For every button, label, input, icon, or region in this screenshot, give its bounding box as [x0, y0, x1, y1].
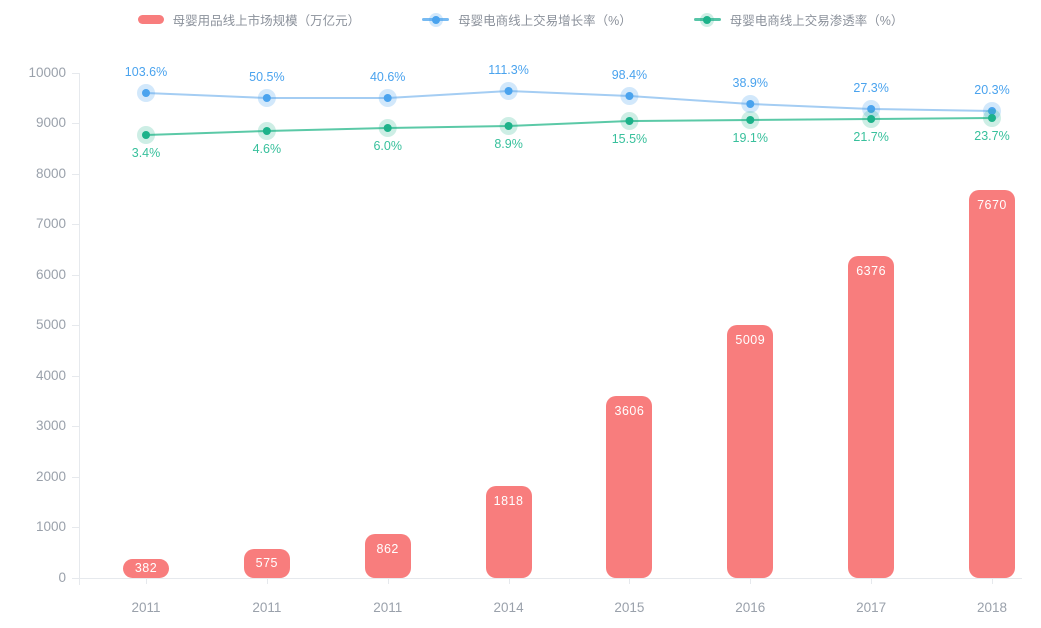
- x-axis-label: 2018: [976, 600, 1008, 615]
- x-axis-tick: [750, 578, 752, 584]
- growth-rate-point[interactable]: [142, 89, 150, 97]
- y-axis-label: 9000: [35, 115, 66, 131]
- legend-item-penetration-rate[interactable]: 母婴电商线上交易渗透率（%）: [693, 10, 904, 29]
- x-axis-label: 2017: [856, 600, 887, 615]
- growth-rate-point[interactable]: [746, 100, 755, 108]
- penetration-rate-label: 3.4%: [131, 146, 161, 160]
- growth-rate-point[interactable]: [625, 92, 634, 100]
- market-size-bar[interactable]: 6376: [848, 255, 895, 578]
- x-axis-tick: [387, 578, 389, 584]
- x-axis-line: [79, 578, 1022, 579]
- y-axis-label: 0: [58, 570, 66, 585]
- bar-value-label: 1818: [493, 494, 524, 509]
- y-axis-tick: [72, 578, 79, 579]
- growth-rate-label: 103.6%: [124, 65, 168, 79]
- penetration-rate-point[interactable]: [625, 117, 634, 125]
- y-axis-line: [79, 72, 80, 585]
- market-size-bar[interactable]: 3606: [606, 395, 653, 578]
- y-axis-label: 8000: [35, 165, 66, 181]
- legend-label-penetration-rate: 母婴电商线上交易渗透率（%）: [729, 14, 904, 28]
- growth-rate-point[interactable]: [262, 94, 271, 102]
- y-axis-tick: [72, 527, 79, 529]
- bar-value-label: 6376: [856, 263, 887, 278]
- penetration-rate-point[interactable]: [142, 131, 150, 139]
- bar-value-label: 3606: [614, 403, 645, 418]
- market-size-bar[interactable]: 1818: [485, 486, 532, 578]
- penetration-rate-label: 15.5%: [611, 132, 648, 146]
- legend-item-growth-rate[interactable]: 母婴电商线上交易增长率（%）: [422, 10, 632, 29]
- x-axis-tick: [991, 578, 993, 584]
- penetration-rate-point[interactable]: [383, 124, 392, 132]
- growth-rate-label: 50.5%: [249, 70, 285, 84]
- bar-series-marker-icon: [137, 15, 164, 24]
- penetration-rate-label: 23.7%: [974, 129, 1010, 143]
- x-axis-label: 2011: [131, 600, 161, 615]
- x-axis-tick: [871, 578, 873, 584]
- bar-value-label: 5009: [735, 332, 766, 347]
- bar-value-label: 862: [376, 542, 399, 557]
- growth-rate-point[interactable]: [504, 87, 513, 95]
- x-axis-label: 2015: [614, 600, 645, 615]
- y-axis-label: 10000: [28, 64, 66, 80]
- y-axis-tick: [72, 476, 79, 478]
- x-axis-label: 2016: [735, 600, 766, 615]
- growth-rate-label: 20.3%: [974, 83, 1010, 97]
- legend-item-market-size[interactable]: 母婴用品线上市场规模（万亿元）: [137, 10, 361, 29]
- growth-rate-label: 111.3%: [488, 63, 529, 77]
- penetration-rate-label: 19.1%: [732, 131, 769, 145]
- market-size-bar[interactable]: 7670: [968, 190, 1015, 578]
- y-axis-tick: [72, 375, 79, 377]
- line-series-marker-icon: [693, 12, 721, 27]
- x-axis-label: 2014: [493, 600, 524, 615]
- x-axis-label: 2011: [373, 600, 403, 615]
- y-axis-tick: [72, 123, 79, 125]
- legend-label-market-size: 母婴用品线上市场规模（万亿元）: [172, 14, 361, 28]
- y-axis-label: 6000: [35, 266, 66, 282]
- y-axis-label: 2000: [35, 468, 66, 484]
- growth-rate-label: 40.6%: [369, 70, 406, 84]
- y-axis-tick: [72, 426, 79, 428]
- penetration-rate-label: 6.0%: [373, 139, 402, 153]
- bar-value-label: 382: [134, 561, 158, 576]
- penetration-rate-point[interactable]: [987, 114, 996, 122]
- y-axis-tick: [72, 72, 79, 74]
- y-axis-tick: [72, 274, 79, 276]
- penetration-rate-point[interactable]: [867, 115, 876, 123]
- growth-rate-label: 27.3%: [853, 81, 889, 95]
- x-axis-label: 2011: [252, 600, 282, 615]
- growth-rate-point[interactable]: [987, 107, 996, 115]
- growth-rate-label: 38.9%: [732, 76, 769, 90]
- y-axis-label: 5000: [35, 317, 66, 333]
- y-axis-tick: [72, 173, 79, 175]
- penetration-rate-label: 21.7%: [853, 130, 889, 144]
- penetration-rate-point[interactable]: [504, 122, 513, 130]
- y-axis-label: 4000: [35, 367, 66, 383]
- growth-rate-label: 98.4%: [611, 68, 648, 82]
- y-axis-label: 1000: [35, 519, 66, 535]
- legend: 母婴用品线上市场规模（万亿元） 母婴电商线上交易增长率（%） 母婴电商线上交易渗…: [0, 10, 1041, 29]
- bar-value-label: 575: [255, 556, 279, 571]
- bar-value-label: 7670: [977, 198, 1007, 213]
- market-size-bar[interactable]: 575: [243, 548, 290, 578]
- penetration-rate-point[interactable]: [746, 116, 755, 124]
- penetration-rate-label: 4.6%: [252, 142, 282, 156]
- penetration-rate-point[interactable]: [262, 127, 271, 135]
- market-size-bar[interactable]: 862: [364, 534, 411, 578]
- y-axis-tick: [72, 325, 79, 327]
- penetration-rate-label: 8.9%: [494, 137, 523, 151]
- market-size-bar[interactable]: 5009: [727, 324, 774, 578]
- y-axis-label: 7000: [35, 216, 66, 232]
- growth-rate-point[interactable]: [383, 94, 392, 102]
- x-axis-tick: [629, 578, 631, 584]
- y-axis-label: 3000: [35, 418, 66, 434]
- x-axis-tick: [266, 578, 268, 584]
- growth-rate-point[interactable]: [867, 105, 876, 113]
- x-axis-tick: [508, 578, 510, 584]
- legend-label-growth-rate: 母婴电商线上交易增长率（%）: [458, 14, 632, 28]
- market-size-bar[interactable]: 382: [123, 558, 169, 578]
- x-axis-tick: [146, 578, 147, 584]
- line-series-marker-icon: [422, 12, 450, 27]
- y-axis-tick: [72, 224, 79, 226]
